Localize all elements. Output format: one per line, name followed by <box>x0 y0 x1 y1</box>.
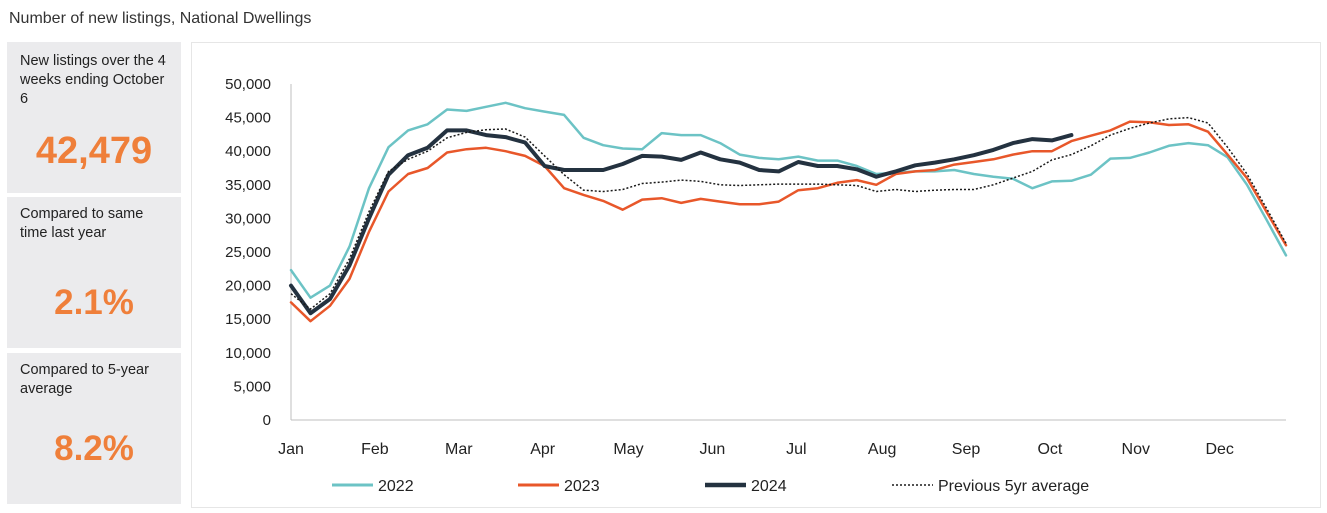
x-tick-label: Apr <box>530 441 556 458</box>
series-line-previous-5yr-average <box>290 116 1287 310</box>
legend-label: 2022 <box>378 478 414 495</box>
stat-card-vs-last-year: Compared to same time last year 2.1% <box>7 197 181 348</box>
x-tick-label: May <box>613 441 643 458</box>
y-tick-label: 5,000 <box>233 378 271 395</box>
y-tick-label: 50,000 <box>225 76 271 93</box>
legend-label: Previous 5yr average <box>938 478 1089 495</box>
y-tick-label: 10,000 <box>225 345 271 362</box>
x-tick-label: Oct <box>1037 441 1062 458</box>
stat-value: 8.2% <box>54 429 134 468</box>
y-tick-label: 20,000 <box>225 278 271 295</box>
line-chart: 0 5,000 10,000 15,000 20,000 25,000 30,000 35,0… <box>225 76 1288 495</box>
stat-value: 42,479 <box>35 130 153 172</box>
stat-card-vs-5yr-average: Compared to 5-year average 8.2% <box>7 353 181 504</box>
x-tick-label: Jan <box>278 441 304 458</box>
stat-label: Compared to 5-year average <box>20 362 149 397</box>
x-tick-label: Sep <box>952 441 981 458</box>
y-tick-label: 40,000 <box>225 143 271 160</box>
series-line-2022 <box>289 101 1288 299</box>
x-tick-label: Aug <box>868 441 896 458</box>
series-line-2024 <box>289 128 1074 316</box>
x-tick-label: Nov <box>1122 441 1150 458</box>
x-tick-label: Dec <box>1205 441 1233 458</box>
legend-label: 2024 <box>751 478 787 495</box>
series-line-2023 <box>289 120 1288 323</box>
stat-card-new-listings: New listings over the 4 weeks ending Oct… <box>7 42 181 193</box>
y-tick-label: 15,000 <box>225 311 271 328</box>
stat-label: Compared to same time last year <box>20 206 144 241</box>
page-title: Number of new listings, National Dwellin… <box>9 10 312 27</box>
x-tick-label: Feb <box>361 441 389 458</box>
stat-value: 2.1% <box>54 283 134 322</box>
x-tick-label: Jun <box>700 441 726 458</box>
y-tick-label: 30,000 <box>225 210 271 227</box>
legend-label: 2023 <box>564 478 600 495</box>
y-tick-label: 35,000 <box>225 177 271 194</box>
stat-label: New listings over the 4 weeks ending Oct… <box>20 53 166 107</box>
chart-frame: 0 5,000 10,000 15,000 20,000 25,000 30,000 35,0… <box>191 42 1321 508</box>
y-tick-label: 45,000 <box>225 110 271 127</box>
x-tick-label: Mar <box>445 441 473 458</box>
y-tick-label: 0 <box>263 412 271 429</box>
y-tick-label: 25,000 <box>225 244 271 261</box>
x-tick-label: Jul <box>786 441 806 458</box>
